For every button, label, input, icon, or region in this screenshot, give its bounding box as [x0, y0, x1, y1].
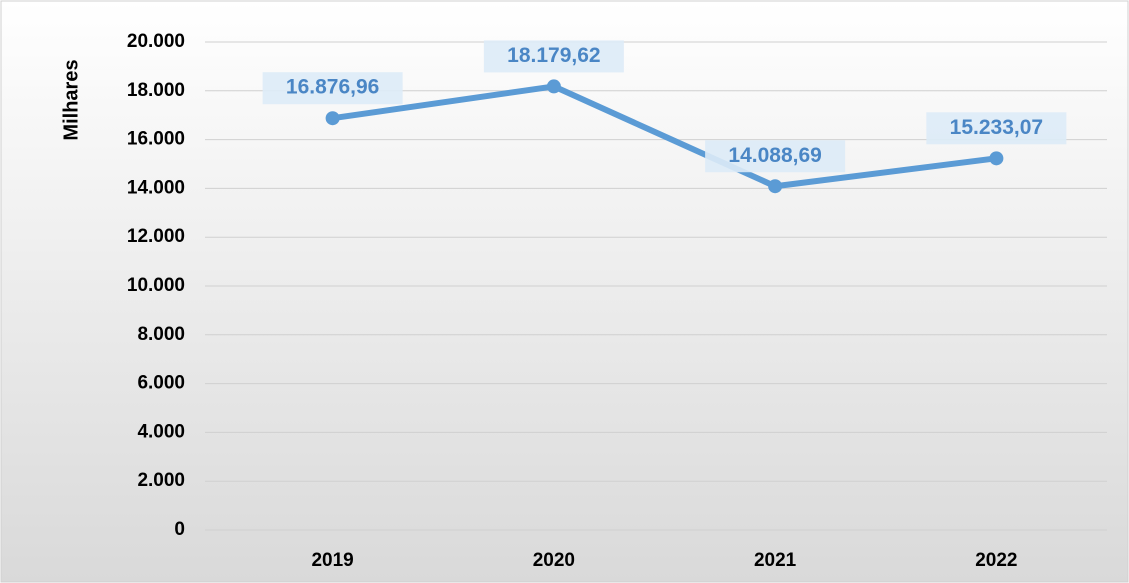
- value-label: 16.876,96: [286, 76, 379, 99]
- y-tick-label: 2.000: [137, 470, 185, 491]
- value-label-bg: [262, 72, 403, 105]
- x-tick-label: 2020: [533, 550, 575, 571]
- value-label-bg: [483, 40, 624, 73]
- y-axis-label: Milhares: [60, 59, 82, 140]
- y-tick-label: 6.000: [137, 373, 185, 394]
- point: [989, 151, 1004, 166]
- point: [768, 179, 783, 194]
- y-tick-label: 8.000: [137, 324, 185, 345]
- value-label: 14.088,69: [728, 144, 821, 167]
- series-line: [332, 83, 997, 190]
- point: [546, 79, 561, 94]
- x-tick-label: 2021: [754, 550, 797, 571]
- value-label-bg: [926, 112, 1067, 145]
- y-tick-label: 0: [174, 519, 185, 540]
- y-tick-label: 10.000: [127, 275, 185, 296]
- y-tick-label: 14.000: [127, 177, 185, 198]
- y-tick-label: 18.000: [127, 80, 185, 101]
- y-tick-label: 4.000: [137, 421, 185, 442]
- y-tick-label: 20.000: [127, 31, 185, 52]
- x-tick-label: 2022: [975, 550, 1017, 571]
- value-label: 15.233,07: [950, 116, 1043, 139]
- value-label-bg: [705, 140, 846, 173]
- point: [325, 111, 340, 126]
- x-tick-label: 2019: [311, 550, 353, 571]
- value-label: 18.179,62: [507, 44, 600, 67]
- y-tick-label: 16.000: [127, 129, 185, 150]
- y-tick-label: 12.000: [127, 226, 185, 247]
